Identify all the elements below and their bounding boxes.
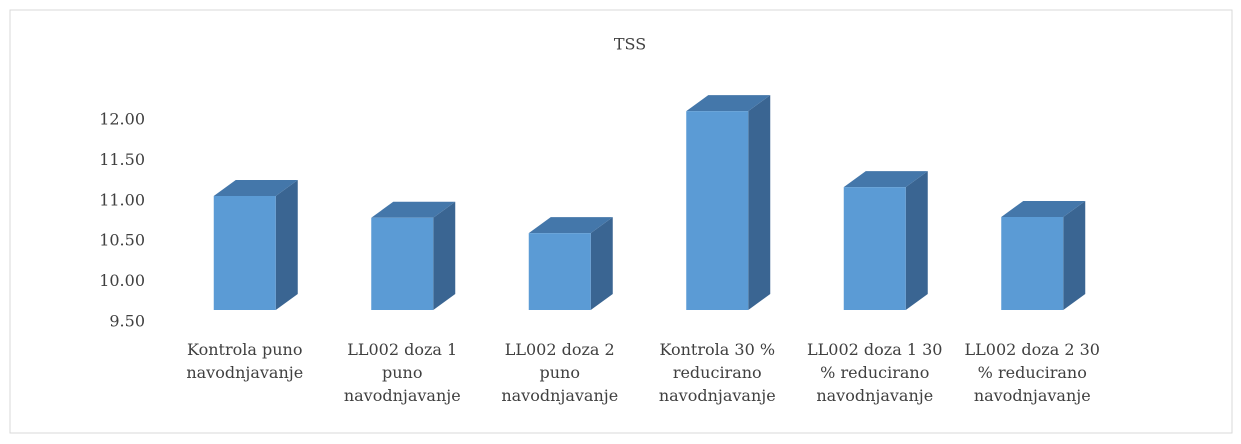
bar (1001, 200, 1086, 310)
bar-top (686, 95, 771, 112)
bar-front (528, 233, 591, 310)
x-tick-label: LL002 doza 2 puno navodnjavanje (501, 340, 619, 405)
bar-front (686, 111, 749, 310)
bar-top (213, 179, 298, 196)
x-tick-label: LL002 doza 2 30 % reducirano navodnjavan… (964, 340, 1100, 405)
bar-front (213, 195, 276, 310)
bar-side (1063, 200, 1086, 310)
bar-front (371, 217, 434, 310)
x-tick-label: LL002 doza 1 30 % reducirano navodnjavan… (807, 340, 943, 405)
bar-side (905, 171, 928, 310)
bar-side (433, 201, 456, 310)
y-tick-label: 11.50 (99, 150, 145, 169)
y-tick-label: 11.00 (99, 190, 145, 209)
bar (528, 217, 613, 310)
x-tick-label: Kontrola 30 % reducirano navodnjavanje (658, 340, 776, 405)
chart-title: TSS (614, 35, 646, 54)
bar-side (275, 179, 298, 310)
bar-top (843, 171, 928, 188)
bar-side (590, 217, 613, 310)
y-tick-label: 10.50 (99, 231, 145, 250)
x-tick-label: LL002 doza 1 puno navodnjavanje (343, 340, 461, 405)
bar (371, 201, 456, 310)
bar-top (528, 217, 613, 234)
bar (213, 179, 298, 310)
y-tick-label: 12.00 (99, 110, 145, 129)
bar-front (1001, 216, 1064, 310)
bar-front (843, 187, 906, 310)
bar (843, 171, 928, 310)
y-tick-label: 10.00 (99, 271, 145, 290)
bar-top (1001, 200, 1086, 217)
y-tick-label: 9.50 (109, 312, 145, 331)
x-tick-label: Kontrola puno navodnjavanje (186, 340, 304, 382)
bar-top (371, 201, 456, 218)
bar-side (748, 95, 771, 310)
bar (686, 95, 771, 310)
